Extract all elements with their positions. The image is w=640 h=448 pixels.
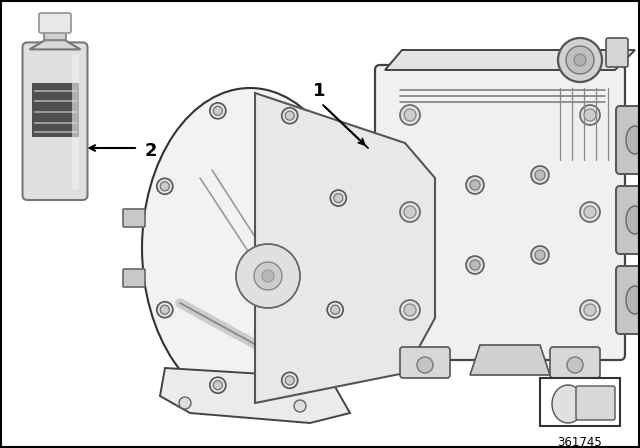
Circle shape [531,166,549,184]
Circle shape [254,262,282,290]
Circle shape [262,270,274,282]
Ellipse shape [626,286,640,314]
Text: 2: 2 [145,142,157,160]
FancyBboxPatch shape [616,186,640,254]
Circle shape [531,246,549,264]
Polygon shape [255,93,435,403]
Circle shape [285,111,294,120]
FancyBboxPatch shape [606,38,628,67]
Circle shape [210,377,226,393]
Circle shape [567,357,583,373]
Circle shape [584,304,596,316]
Circle shape [285,376,294,385]
Circle shape [470,180,480,190]
Bar [31,83,79,138]
Circle shape [535,170,545,180]
Circle shape [417,357,433,373]
Circle shape [282,108,298,124]
Circle shape [282,372,298,388]
Circle shape [404,206,416,218]
Circle shape [404,304,416,316]
FancyBboxPatch shape [375,65,625,360]
FancyBboxPatch shape [22,43,88,200]
FancyBboxPatch shape [123,209,145,227]
Circle shape [470,260,480,270]
Circle shape [213,106,222,115]
Circle shape [580,105,600,125]
Ellipse shape [552,385,584,423]
FancyBboxPatch shape [616,106,640,174]
Circle shape [330,190,346,206]
Circle shape [160,305,170,314]
Polygon shape [160,368,350,423]
Circle shape [535,250,545,260]
Circle shape [213,381,222,390]
Polygon shape [385,50,635,70]
Circle shape [558,38,602,82]
FancyBboxPatch shape [39,13,71,33]
Circle shape [580,202,600,222]
Circle shape [574,54,586,66]
Circle shape [580,300,600,320]
Circle shape [566,46,594,74]
Circle shape [584,109,596,121]
Circle shape [334,194,343,202]
Circle shape [157,178,173,194]
FancyBboxPatch shape [400,347,450,378]
Circle shape [400,105,420,125]
Circle shape [400,300,420,320]
Ellipse shape [626,206,640,234]
Circle shape [179,397,191,409]
Bar [44,17,66,40]
Circle shape [236,244,300,308]
Bar [540,378,620,426]
Ellipse shape [142,88,358,408]
Circle shape [157,302,173,318]
FancyBboxPatch shape [576,386,615,420]
Circle shape [331,305,340,314]
Circle shape [160,182,170,191]
Circle shape [400,202,420,222]
Circle shape [327,302,343,318]
Ellipse shape [626,126,640,154]
Circle shape [584,206,596,218]
Text: 1: 1 [313,82,325,100]
FancyBboxPatch shape [123,269,145,287]
Polygon shape [470,345,550,375]
Text: 361745: 361745 [557,436,602,448]
FancyBboxPatch shape [616,266,640,334]
Circle shape [210,103,226,119]
Circle shape [294,400,306,412]
Circle shape [404,109,416,121]
Circle shape [466,256,484,274]
FancyBboxPatch shape [550,347,600,378]
Circle shape [466,176,484,194]
Polygon shape [29,40,81,49]
